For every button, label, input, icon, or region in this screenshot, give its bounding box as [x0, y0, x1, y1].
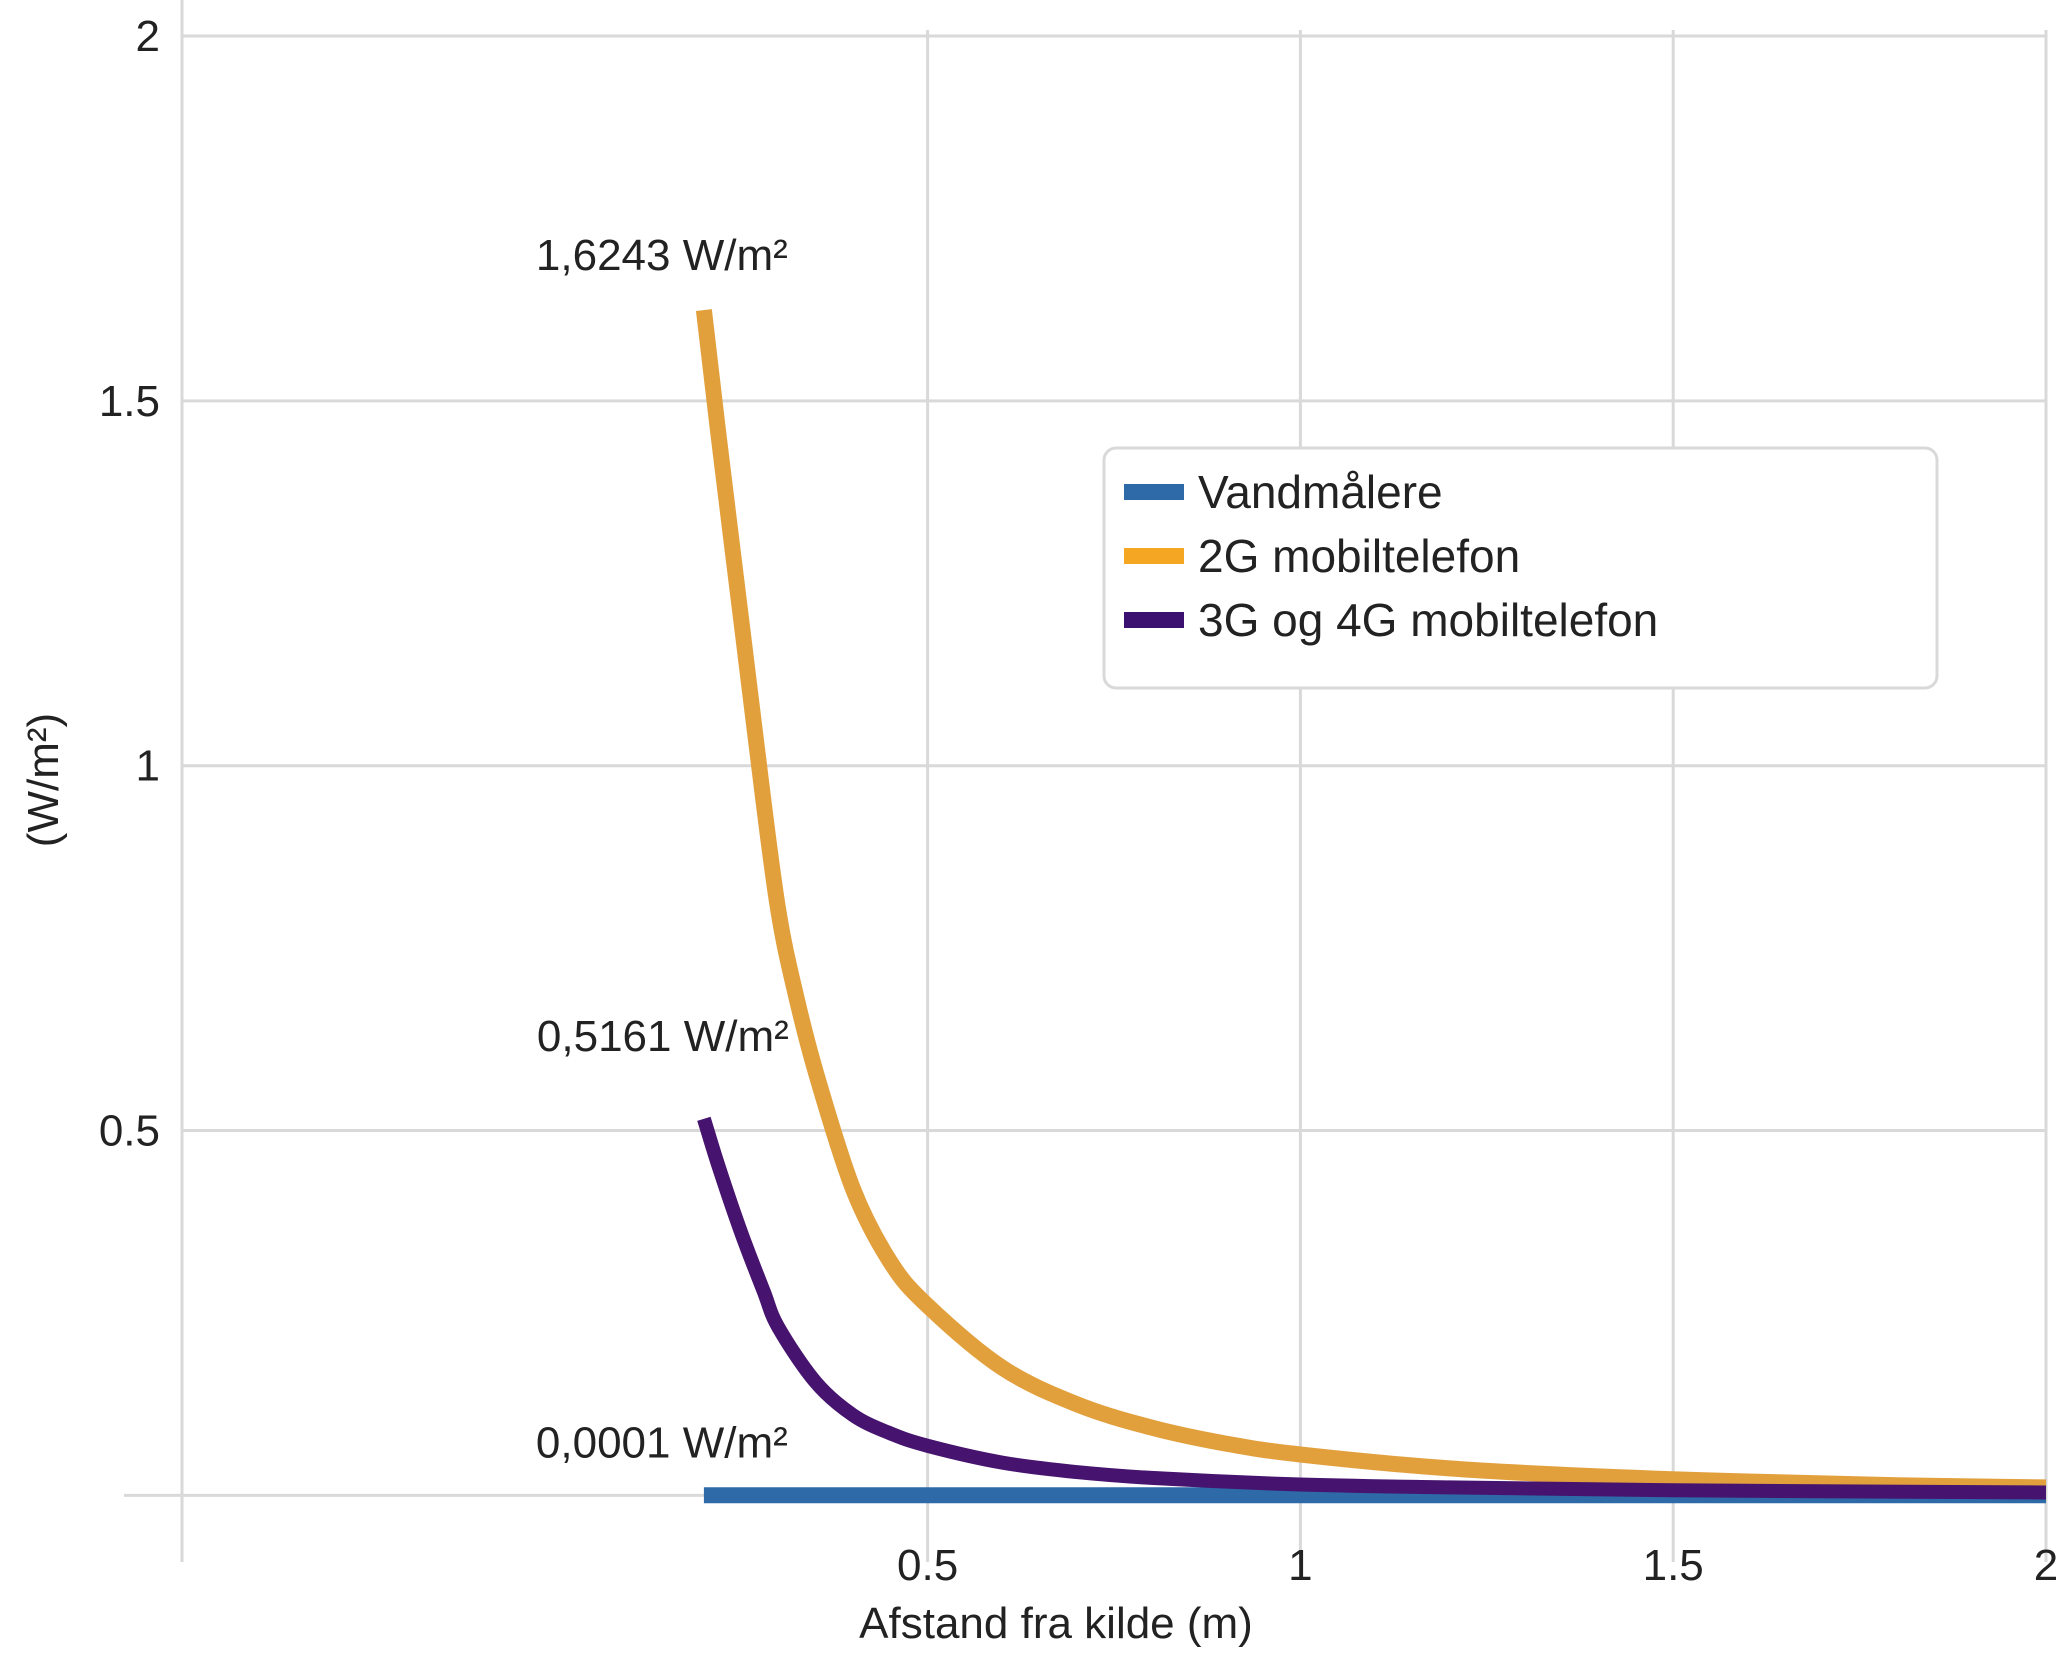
x-tick-label: 0.5: [897, 1541, 958, 1590]
legend-swatch-3g4g: [1124, 612, 1184, 628]
legend-label-2g: 2G mobiltelefon: [1198, 530, 1520, 582]
axes: 0.5 1 1.5 2 0.5 1 1.5 2: [99, 0, 2058, 1590]
series-line-2g: [695, 309, 2047, 1496]
value-annotation: 0,0001 W/m²: [536, 1418, 788, 1467]
legend-box: [1102, 446, 1939, 690]
series-lines: [695, 309, 2047, 1504]
y-axis-title: (W/m²): [19, 713, 68, 847]
x-axis-title: Afstand fra kilde (m): [859, 1599, 1253, 1648]
legend-label-3g4g: 3G og 4G mobiltelefon: [1198, 594, 1658, 646]
annotations: 1,6243 W/m² 0,5161 W/m² 0,0001 W/m²: [536, 231, 789, 1467]
legend: Vandmålere 2G mobiltelefon 3G og 4G mobi…: [1102, 446, 1939, 690]
y-tick-label: 1.5: [99, 377, 160, 426]
legend-label-vandmalere: Vandmålere: [1198, 466, 1443, 518]
y-tick-label: 1: [136, 742, 160, 791]
x-tick-label: 1: [1288, 1541, 1312, 1590]
y-tick-label: 0.5: [99, 1107, 160, 1156]
x-tick-label: 2: [2034, 1541, 2058, 1590]
value-annotation: 1,6243 W/m²: [536, 231, 788, 280]
series-line-3g4g: [697, 1116, 2047, 1500]
y-tick-label: 2: [136, 12, 160, 61]
x-tick-label: 1.5: [1643, 1541, 1704, 1590]
legend-swatch-2g: [1124, 548, 1184, 564]
grid: [182, 30, 2048, 1562]
legend-swatch-vandmalere: [1124, 484, 1184, 500]
value-annotation: 0,5161 W/m²: [537, 1012, 789, 1061]
